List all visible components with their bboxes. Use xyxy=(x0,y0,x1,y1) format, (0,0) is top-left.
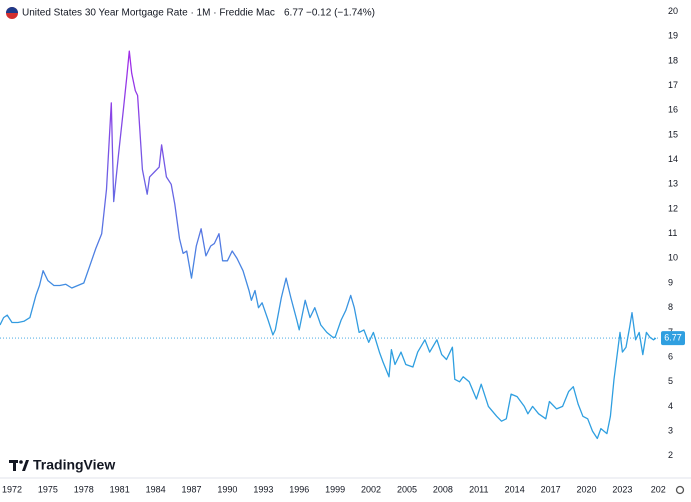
x-tick-label: 2011 xyxy=(469,484,488,494)
header-change: −0.12 (−1.74%) xyxy=(306,8,375,19)
y-tick-label: 10 xyxy=(668,253,678,263)
flag-icon xyxy=(6,7,18,19)
x-tick-label: 1978 xyxy=(74,484,94,494)
x-tick-label: 202 xyxy=(651,484,666,494)
x-tick-label: 2002 xyxy=(361,484,381,494)
x-tick-label: 1987 xyxy=(181,484,201,494)
x-tick-label: 2023 xyxy=(612,484,632,494)
y-tick-label: 5 xyxy=(668,376,673,386)
y-tick-label: 13 xyxy=(668,179,678,189)
y-tick-label: 8 xyxy=(668,302,673,312)
y-tick-label: 3 xyxy=(668,425,673,435)
x-tick-label: 2014 xyxy=(505,484,525,494)
settings-icon[interactable] xyxy=(675,485,685,495)
y-tick-label: 4 xyxy=(668,401,673,411)
y-tick-label: 9 xyxy=(668,277,673,287)
y-tick-label: 20 xyxy=(668,6,678,16)
last-value-box xyxy=(661,331,685,346)
x-tick-label: 1996 xyxy=(289,484,309,494)
x-tick-label: 1993 xyxy=(253,484,273,494)
y-tick-label: 16 xyxy=(668,105,678,115)
watermark: TradingView xyxy=(33,457,115,473)
x-tick-label: 1975 xyxy=(38,484,58,494)
y-tick-label: 14 xyxy=(668,154,678,164)
y-tick-label: 11 xyxy=(668,228,677,238)
x-tick-label: 1984 xyxy=(146,484,166,494)
x-tick-label: 2017 xyxy=(541,484,561,494)
chart-title: United States 30 Year Mortgage Rate · 1M… xyxy=(22,8,275,19)
x-tick-label: 2005 xyxy=(397,484,417,494)
x-tick-label: 1990 xyxy=(217,484,237,494)
y-tick-label: 2 xyxy=(668,450,673,460)
last-value-label: 6.77 xyxy=(664,332,682,342)
y-tick-label: 6 xyxy=(668,351,673,361)
y-tick-label: 17 xyxy=(668,80,678,90)
x-tick-label: 2020 xyxy=(576,484,596,494)
x-tick-label: 1999 xyxy=(325,484,345,494)
x-tick-label: 2008 xyxy=(433,484,453,494)
data-line xyxy=(0,50,657,440)
y-tick-label: 12 xyxy=(668,203,678,213)
logo xyxy=(9,460,29,471)
y-tick-label: 18 xyxy=(668,55,678,65)
header-value: 6.77 xyxy=(284,8,304,19)
y-tick-label: 15 xyxy=(668,129,678,139)
x-tick-label: 1981 xyxy=(110,484,130,494)
x-tick-label: 1972 xyxy=(2,484,22,494)
y-tick-label: 19 xyxy=(668,31,678,41)
